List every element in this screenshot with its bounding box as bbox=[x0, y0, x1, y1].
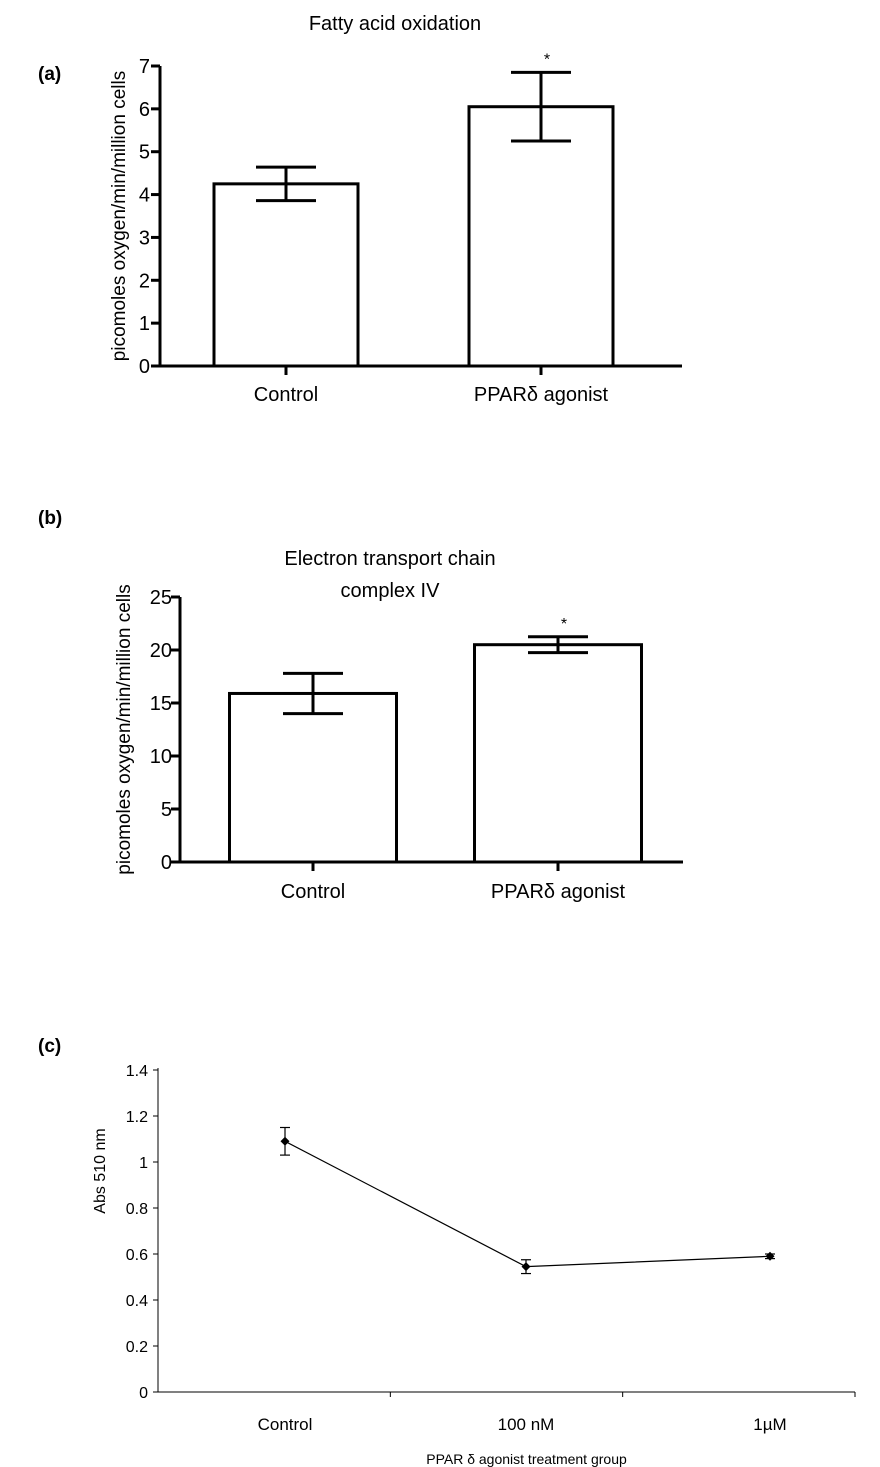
chart-a-significance-mark-1: * bbox=[544, 51, 550, 68]
chart-c-point-1 bbox=[521, 1262, 531, 1272]
chart-a-title-line-0: Fatty acid oxidation bbox=[309, 13, 481, 35]
chart-b-category-label-0: Control bbox=[281, 881, 345, 903]
chart-b-title-line-0: Electron transport chain bbox=[284, 548, 495, 570]
chart-b-y-tick-label: 25 bbox=[150, 587, 172, 609]
panel-label-a: (a) bbox=[38, 64, 61, 85]
chart-a-y-tick-label: 0 bbox=[139, 356, 150, 378]
panel-label-b: (b) bbox=[38, 508, 62, 529]
chart-b: Electron transport chain complex IV picomo… bbox=[114, 548, 683, 903]
chart-b-y-axis-label: picomoles oxygen/min/million cells bbox=[114, 584, 135, 874]
chart-a: Fatty acid oxidation picomoles oxygen/min… bbox=[109, 13, 682, 406]
chart-c-point-0 bbox=[280, 1136, 290, 1146]
chart-c-y-tick-label: 0.2 bbox=[126, 1339, 148, 1356]
chart-a-y-tick-label: 5 bbox=[139, 142, 150, 164]
chart-c-point-2 bbox=[765, 1251, 775, 1261]
chart-c-y-tick-label: 0 bbox=[139, 1385, 148, 1402]
chart-a-y-tick-label: 4 bbox=[139, 185, 150, 207]
chart-b-y-tick-label: 20 bbox=[150, 640, 172, 662]
chart-a-y-tick-label: 7 bbox=[139, 56, 150, 78]
chart-a-category-label-1: PPARδ agonist bbox=[474, 384, 609, 406]
chart-c-y-tick-label: 1 bbox=[139, 1155, 148, 1172]
panel-label-c: (c) bbox=[38, 1036, 61, 1057]
chart-a-y-axis-label: picomoles oxygen/min/million cells bbox=[109, 71, 130, 361]
chart-c-y-axis-label: Abs 510 nm bbox=[92, 1128, 109, 1213]
chart-c-y-tick-label: 0.4 bbox=[126, 1293, 148, 1310]
chart-b-bar-1 bbox=[473, 643, 643, 864]
chart-b-title-line-1: complex IV bbox=[341, 580, 441, 602]
chart-c-category-label-1: 100 nM bbox=[498, 1415, 555, 1434]
chart-c-y-tick-label: 0.6 bbox=[126, 1247, 148, 1264]
chart-b-significance-mark-1: * bbox=[561, 616, 567, 633]
chart-b-y-tick-label: 0 bbox=[161, 852, 172, 874]
chart-c-series-line bbox=[284, 1140, 771, 1268]
chart-b-category-label-1: PPARδ agonist bbox=[491, 881, 626, 903]
chart-a-y-tick-label: 6 bbox=[139, 99, 150, 121]
chart-a-y-tick-label: 3 bbox=[139, 227, 150, 249]
chart-a-y-tick-label: 2 bbox=[139, 270, 150, 292]
chart-c-category-label-0: Control bbox=[258, 1415, 313, 1434]
chart-a-y-tick-label: 1 bbox=[139, 313, 150, 335]
chart-b-y-tick-label: 10 bbox=[150, 746, 172, 768]
chart-c-x-axis-label: PPAR δ agonist treatment group bbox=[426, 1451, 627, 1467]
chart-a-category-label-0: Control bbox=[254, 384, 318, 406]
chart-c-y-tick-label: 1.2 bbox=[126, 1109, 148, 1126]
chart-a-bar-1 bbox=[467, 105, 615, 368]
chart-c: Abs 510 nm 0 0.2 0.4 0.6 0.8 1 1.2 1.4 Control 100… bbox=[92, 1063, 856, 1467]
chart-b-bar-0 bbox=[228, 691, 398, 864]
chart-c-y-tick-label: 1.4 bbox=[126, 1063, 148, 1080]
chart-c-category-label-2: 1µM bbox=[753, 1415, 786, 1434]
chart-a-bar-0 bbox=[212, 182, 360, 368]
chart-b-y-tick-label: 5 bbox=[161, 799, 172, 821]
chart-b-y-tick-label: 15 bbox=[150, 693, 172, 715]
chart-c-y-tick-label: 0.8 bbox=[126, 1201, 148, 1218]
